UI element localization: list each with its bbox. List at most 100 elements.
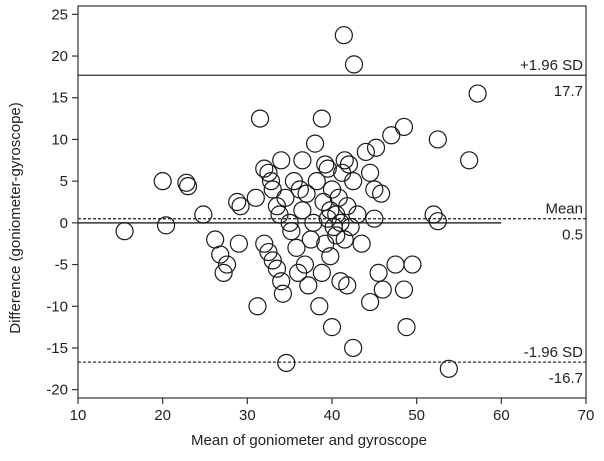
data-point	[177, 173, 196, 192]
y-tick-label: 25	[51, 6, 68, 23]
data-point	[339, 155, 359, 174]
data-point	[115, 222, 134, 241]
data-point	[276, 188, 295, 207]
reference-line-value: 0.5	[562, 227, 583, 244]
data-point	[312, 263, 331, 282]
data-point	[211, 245, 230, 264]
data-point	[228, 192, 247, 212]
data-point	[344, 55, 364, 74]
data-point	[397, 318, 416, 337]
data-point	[255, 234, 274, 253]
data-point	[321, 247, 340, 266]
data-point	[344, 338, 363, 358]
data-point	[217, 255, 237, 274]
data-point	[293, 201, 312, 220]
data-point	[361, 163, 380, 182]
y-tick-label: -10	[46, 298, 68, 315]
x-tick-label: 20	[154, 407, 171, 424]
data-point	[287, 238, 306, 257]
data-point	[299, 276, 318, 295]
data-point	[348, 205, 367, 224]
y-tick-label: 10	[51, 131, 68, 148]
data-point	[246, 188, 265, 207]
data-point	[373, 280, 392, 299]
data-point	[304, 213, 323, 232]
reference-line-name: Mean	[545, 201, 583, 218]
data-point	[194, 205, 213, 224]
x-tick-label: 10	[70, 407, 87, 424]
data-point	[214, 263, 233, 282]
y-tick-label: -20	[46, 382, 68, 399]
data-point	[259, 242, 278, 262]
data-point	[468, 84, 487, 103]
data-point	[356, 142, 375, 162]
data-point	[428, 212, 447, 231]
data-point	[263, 180, 282, 199]
data-point	[273, 284, 292, 303]
reference-line-name: -1.96 SD	[524, 344, 583, 361]
data-point	[272, 151, 291, 170]
x-axis-ticks: 10 20 30 40 50 60 70	[70, 398, 594, 424]
data-point	[267, 259, 287, 278]
data-point	[272, 272, 291, 291]
data-point	[206, 230, 225, 249]
data-point	[386, 255, 405, 274]
data-point	[305, 134, 325, 153]
data-point	[361, 292, 380, 312]
data-point	[352, 234, 371, 253]
reference-line-name: +1.96 SD	[520, 57, 583, 74]
data-point	[382, 126, 401, 145]
y-tick-label: -15	[46, 340, 68, 357]
data-point	[229, 234, 248, 253]
data-points	[115, 26, 487, 378]
reference-line-value: -16.7	[549, 370, 583, 387]
data-point	[255, 159, 274, 178]
x-axis-title: Mean of goniometer and gyroscope	[191, 432, 427, 449]
data-point	[295, 255, 315, 274]
y-axis-title: Difference (goniometer-gyroscope)	[7, 102, 24, 334]
data-point	[312, 109, 331, 128]
data-point	[366, 138, 386, 157]
y-axis-ticks: -20 -15 -10 -5 0 5 10 15 20 25	[46, 6, 78, 399]
data-point	[156, 216, 176, 235]
reference-line-labels: +1.96 SD 17.7 Mean 0.5 -1.96 SD -16.7	[520, 57, 583, 387]
data-point	[231, 197, 250, 216]
x-tick-label: 30	[239, 407, 256, 424]
data-point	[394, 117, 414, 137]
data-point	[277, 353, 296, 373]
y-tick-label: -5	[55, 257, 68, 274]
data-point	[394, 280, 414, 299]
data-point	[334, 26, 353, 45]
data-point	[310, 297, 329, 316]
data-point	[327, 226, 346, 245]
x-tick-label: 50	[408, 407, 425, 424]
data-point	[369, 263, 388, 282]
data-point	[338, 276, 357, 295]
data-point	[331, 213, 350, 232]
y-tick-label: 15	[51, 90, 68, 107]
data-point	[335, 230, 354, 249]
data-point	[307, 172, 326, 191]
x-tick-label: 40	[324, 407, 341, 424]
data-point	[153, 172, 172, 191]
data-point	[248, 297, 267, 316]
data-point	[178, 177, 198, 196]
data-point	[344, 172, 363, 191]
y-tick-label: 0	[60, 215, 68, 232]
data-point	[297, 184, 316, 203]
data-point	[318, 159, 337, 178]
data-point	[263, 251, 282, 270]
data-point	[322, 318, 342, 337]
data-point	[335, 151, 354, 170]
data-point	[372, 184, 391, 203]
y-tick-label: 20	[51, 48, 68, 65]
data-point	[439, 359, 458, 378]
data-point	[365, 209, 384, 228]
data-point	[282, 222, 301, 241]
data-point	[460, 151, 479, 170]
y-tick-label: 5	[60, 173, 68, 190]
data-point	[261, 172, 281, 191]
data-point	[403, 255, 422, 274]
data-point	[280, 213, 299, 232]
data-point	[250, 109, 270, 128]
